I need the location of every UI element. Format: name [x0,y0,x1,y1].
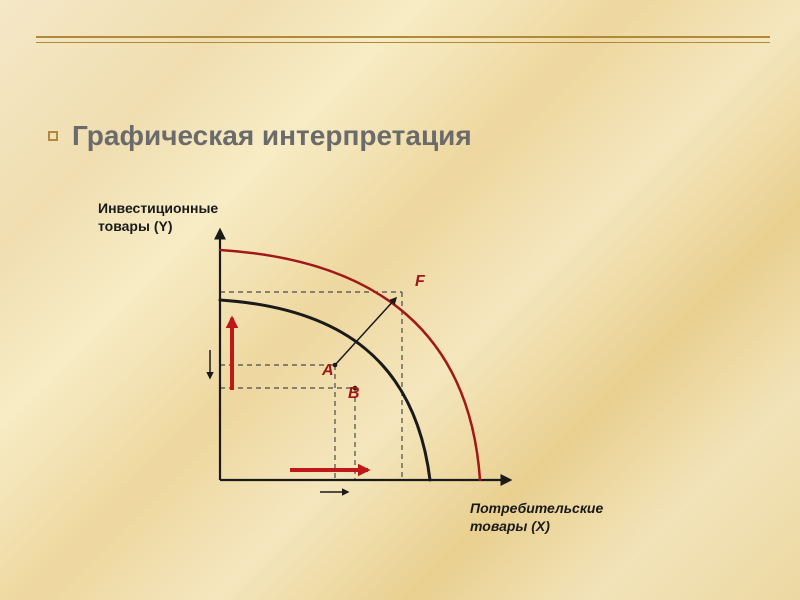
slide-title: Графическая интерпретация [72,120,472,152]
label-B: B [348,385,360,403]
y-axis-label-1: Инвестиционные [98,200,218,216]
x-axis-label: Потребительские товары (X) [470,500,603,535]
x-axis-label-2: товары (X) [470,518,550,534]
label-A: A [322,362,334,380]
label-F: F [415,273,425,291]
accent-rule [36,36,770,46]
y-axis-label-2: товары (Y) [98,218,173,234]
bullet-icon [48,131,58,141]
slide: Графическая интерпретация Инвестиционные… [0,0,800,600]
x-axis-label-1: Потребительские [470,500,603,516]
ppf-chart [170,220,550,520]
